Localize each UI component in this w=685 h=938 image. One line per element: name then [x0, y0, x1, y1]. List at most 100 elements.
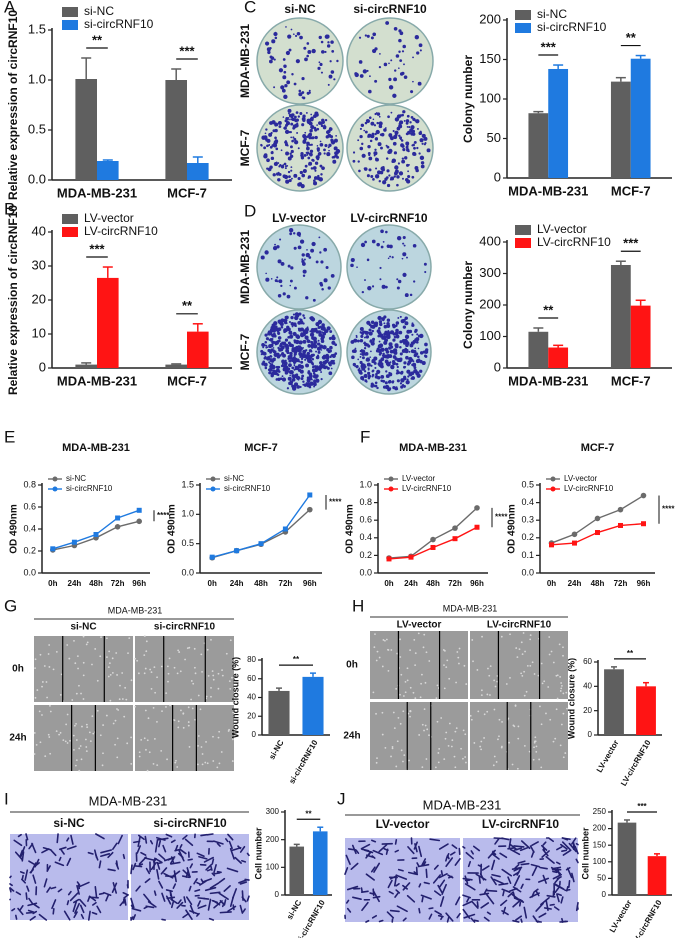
column-label: LV-circRNF10 [482, 817, 559, 831]
cell-texture [124, 686, 127, 689]
colony-dot [297, 327, 300, 330]
colony-dot [300, 184, 305, 189]
colony-dot [274, 353, 277, 357]
cell-stain [79, 904, 85, 914]
cell-texture [138, 751, 141, 754]
colony-dot [302, 339, 307, 344]
y-tick-label: 80 [247, 655, 256, 664]
cell-stain [345, 899, 350, 904]
cell-texture [96, 709, 99, 712]
colony-dot [316, 148, 320, 152]
cell-texture [206, 648, 209, 651]
colony-dot [370, 134, 375, 139]
significance-label: *** [637, 802, 647, 811]
cell-stain [440, 870, 444, 876]
cell-stain [73, 911, 78, 919]
colony-dot [372, 32, 377, 37]
cell-texture [393, 727, 396, 729]
cell-stain [394, 839, 398, 845]
cell-texture [428, 660, 431, 662]
colony-dot [272, 326, 277, 331]
colony-dot [307, 343, 312, 348]
cell-stain [479, 892, 490, 896]
legend-swatch [62, 20, 78, 30]
cell-texture [116, 756, 119, 759]
colony-dot [361, 378, 365, 381]
colony-dot [419, 359, 423, 364]
colony-dot [419, 130, 422, 133]
point [549, 542, 554, 548]
colony-dot [393, 26, 398, 31]
cell-texture [454, 766, 457, 769]
colony-dot [324, 34, 330, 39]
cell-stain [213, 872, 221, 875]
colony-dot [376, 112, 381, 116]
colony-dot [301, 91, 305, 94]
cell-texture [390, 755, 392, 758]
colony-dot [298, 312, 302, 316]
colony-dot [359, 353, 362, 355]
panel-letter: C [244, 0, 256, 16]
cell-texture [521, 653, 524, 656]
colony-dot [385, 374, 390, 379]
cell-stain [145, 867, 151, 875]
cell-texture [421, 723, 424, 726]
y-tick-label: 60 [247, 674, 256, 683]
colony-dot [405, 121, 409, 125]
cell-texture [193, 647, 196, 650]
colony-dot [312, 159, 315, 162]
colony-dot [276, 245, 280, 249]
colony-dot [306, 118, 311, 123]
cell-texture [561, 684, 563, 687]
colony-dot [375, 167, 378, 170]
cell-stain [388, 890, 394, 895]
cell-stain [520, 862, 530, 866]
colony-dot [401, 50, 405, 53]
cell-stain [439, 896, 445, 907]
cell-texture [82, 635, 85, 638]
cell-stain [165, 833, 173, 838]
cell-stain [213, 864, 217, 874]
colony-dot [328, 127, 333, 131]
colony-dot [321, 364, 326, 369]
point [282, 526, 288, 532]
y-axis-label: OD 490nm [9, 504, 20, 554]
colony-dot [298, 89, 302, 93]
cell-stain [218, 877, 226, 884]
colony-dot [393, 332, 397, 336]
colony-dot [293, 137, 297, 141]
colony-dot [289, 374, 291, 377]
colony-dot [378, 327, 381, 330]
colony-dot [289, 351, 293, 356]
colony-dot [327, 83, 330, 86]
cell-texture [442, 649, 445, 651]
cell-texture [102, 724, 105, 726]
cell-stain [395, 889, 401, 894]
colony-dot [327, 41, 330, 44]
cell-stain [389, 909, 400, 913]
cell-stain [87, 895, 91, 902]
cell-texture [88, 731, 91, 734]
colony-dot [330, 70, 335, 74]
colony-dot [294, 118, 298, 123]
cell-texture [564, 752, 567, 754]
colony-dot [416, 51, 420, 55]
cell-texture [82, 674, 85, 677]
cell-stain [199, 880, 207, 886]
colony-dot [397, 279, 402, 284]
cell-stain [209, 891, 221, 895]
cell-texture [78, 684, 80, 687]
cell-stain [172, 883, 177, 890]
cell-texture [508, 741, 511, 744]
cell-texture [493, 679, 496, 682]
colony-dot [272, 370, 278, 376]
colony-dot [399, 371, 404, 375]
y-axis-label: Colony number [461, 55, 475, 143]
cell-texture [400, 673, 403, 676]
cell-texture [108, 650, 111, 653]
colony-dot [288, 48, 292, 52]
colony-dot [393, 77, 397, 82]
cell-stain [172, 870, 181, 878]
cell-texture [409, 715, 411, 718]
colony-dot [324, 125, 327, 128]
